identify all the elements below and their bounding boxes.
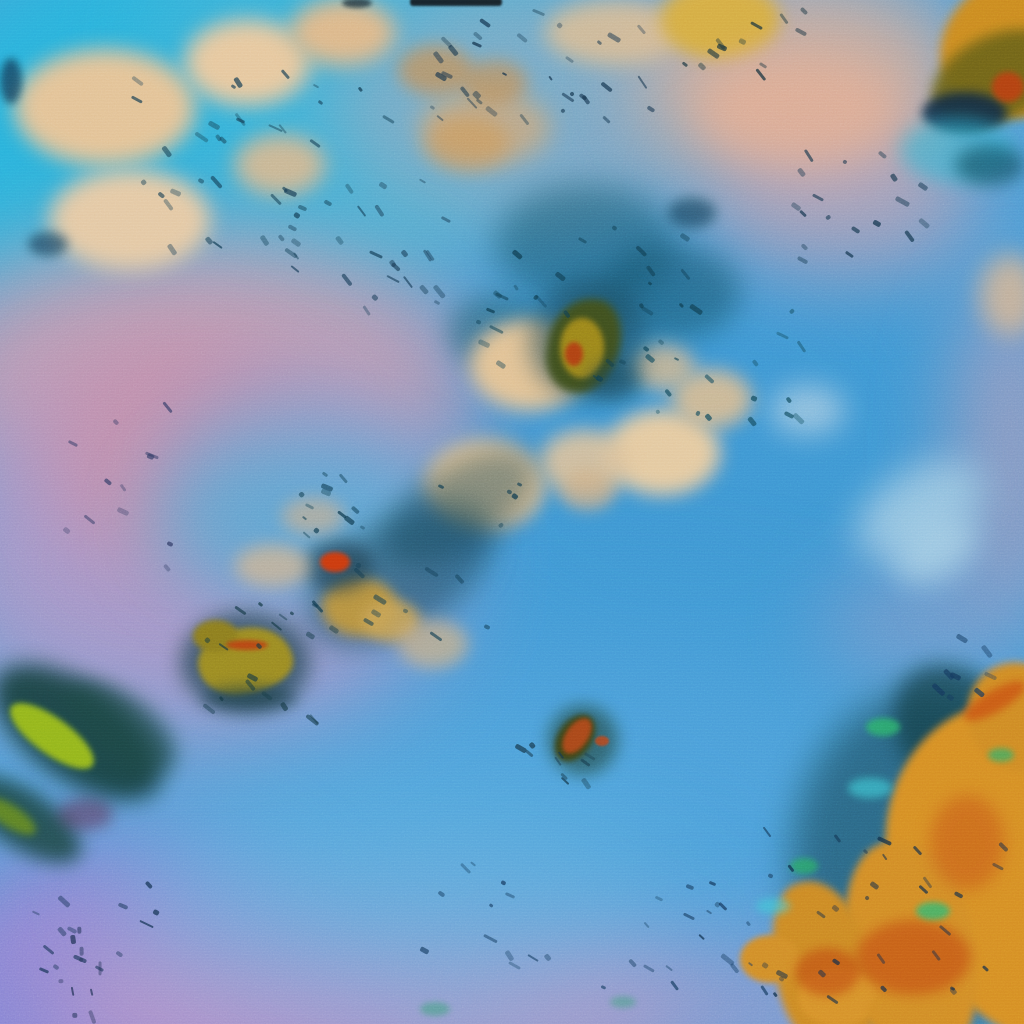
dark-speck-center-top bbox=[668, 198, 716, 228]
tan-cloud-ne-iceland bbox=[398, 620, 468, 668]
island-west-a bbox=[740, 935, 800, 983]
green-fringe-3 bbox=[916, 902, 950, 920]
specks-bottomleft-vertical-speck bbox=[76, 926, 82, 933]
cloud-topleft-1 bbox=[15, 50, 195, 165]
cloud-center-7 bbox=[560, 470, 615, 510]
topright-teal-speck bbox=[955, 145, 1024, 185]
cloud-topleft-4 bbox=[50, 170, 210, 270]
salmon-wisp-topright bbox=[700, 55, 900, 165]
top-black-dash bbox=[410, 0, 502, 6]
green-fringe-4 bbox=[988, 748, 1014, 762]
topright-red-fleck bbox=[992, 72, 1024, 102]
green-fleck-bottom-1 bbox=[420, 1002, 450, 1016]
green-fringe-1 bbox=[866, 718, 900, 736]
specks-bottomleft-vertical-speck bbox=[70, 934, 77, 944]
green-fringe-2 bbox=[790, 858, 818, 874]
scotland-red-mottle-1 bbox=[856, 920, 971, 995]
island-south-c bbox=[868, 990, 953, 1024]
green-fleck-bottom-2 bbox=[610, 996, 636, 1008]
red-dot-midbottom bbox=[595, 736, 609, 746]
cyan-fringe-1 bbox=[848, 778, 892, 798]
island-blob-red-fleck bbox=[565, 342, 583, 366]
orange-speck-top-3 bbox=[425, 115, 510, 170]
specks-bottomleft-vertical-speck bbox=[79, 946, 84, 956]
paleblue-bottom-field bbox=[120, 780, 680, 1000]
specks-bottomleft-vertical-speck bbox=[71, 1012, 78, 1019]
orange-speck-top-2 bbox=[462, 60, 527, 105]
pale-cloud-right-3 bbox=[770, 385, 845, 435]
island-blob-dark-tail bbox=[588, 362, 643, 400]
left-dark-speck bbox=[28, 232, 68, 256]
cyan-fringe-2 bbox=[756, 898, 790, 914]
cloud-topleft-3 bbox=[290, 0, 395, 65]
cloud-topleft-5 bbox=[235, 135, 325, 195]
scotland-red-mottle-2 bbox=[930, 795, 1005, 890]
tan-cloud-left-of-red bbox=[235, 545, 310, 587]
red-spot bbox=[320, 552, 350, 572]
left-edge-dark-dash bbox=[0, 58, 22, 104]
scotland-red-mottle-3 bbox=[795, 948, 860, 996]
maroon-specks-bottomleft bbox=[58, 798, 113, 830]
specks-bottomleft-vertical-speck bbox=[98, 961, 102, 976]
